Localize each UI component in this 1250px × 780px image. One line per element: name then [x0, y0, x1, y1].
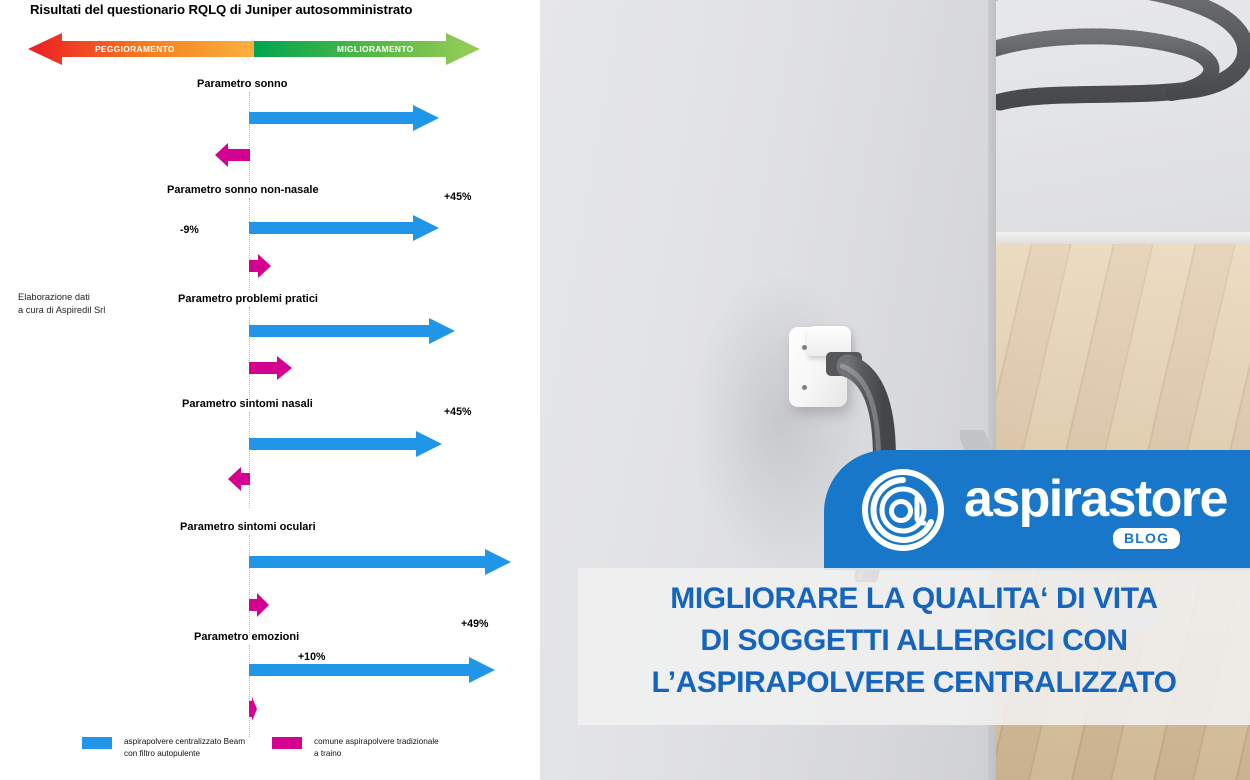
legend-item: aspirapolvere centralizzato Beam con fil… [82, 736, 245, 759]
zero-axis [249, 535, 250, 635]
param-label: Parametro sonno non-nasale [167, 184, 319, 196]
scale-label-better: MIGLIORAMENTO [337, 44, 414, 54]
param-label: Parametro sonno [197, 78, 288, 90]
zero-axis [249, 645, 250, 737]
bar-beam [249, 548, 511, 576]
bar-beam [249, 317, 455, 345]
wall-edge [988, 0, 996, 780]
inlet-cover-flap [807, 326, 851, 356]
credit-line-1: Elaborazione dati [18, 292, 90, 302]
bar-beam-value: +45% [444, 406, 472, 418]
bar-beam [249, 656, 495, 684]
bar-traditional [249, 355, 292, 381]
headline: MIGLIORARE LA QUALITA‘ DI VITA DI SOGGET… [578, 578, 1250, 704]
legend-label: comune aspirapolvere tradizionale a trai… [314, 737, 439, 758]
bar-traditional-value: -9% [180, 224, 199, 236]
bar-traditional [249, 253, 271, 279]
legend-swatch-beam [82, 737, 112, 749]
brand-blog-badge: BLOG [1113, 528, 1181, 549]
zero-axis [249, 92, 250, 182]
headline-line-2: DI SOGGETTI ALLERGICI CON [700, 624, 1128, 657]
bar-beam-value: +45% [444, 191, 472, 203]
bar-traditional [228, 466, 250, 492]
bar-traditional [249, 696, 257, 722]
at-circle-logo-icon [860, 467, 946, 553]
headline-line-3: L’ASPIRAPOLVERE CENTRALIZZATO [651, 666, 1177, 699]
bar-traditional [215, 142, 250, 168]
bar-beam [249, 430, 442, 458]
param-label: Parametro sintomi oculari [180, 521, 316, 533]
brand-name: aspirastore [964, 470, 1228, 528]
bar-beam-value: +49% [461, 618, 489, 630]
bar-traditional [249, 592, 269, 618]
inlet-screw-bottom [802, 385, 807, 390]
param-label: Parametro sintomi nasali [182, 398, 313, 410]
bar-beam [249, 214, 439, 242]
inlet-screw-top [802, 345, 807, 350]
bar-traditional-value: +10% [298, 651, 326, 663]
direction-scale-bar [28, 32, 480, 66]
legend-label: aspirapolvere centralizzato Beam con fil… [124, 737, 246, 758]
zero-axis [249, 198, 250, 290]
brand-panel: aspirastore BLOG [824, 450, 1250, 570]
param-label: Parametro problemi pratici [178, 293, 318, 305]
chart-title: Risultati del questionario RQLQ di Junip… [30, 2, 413, 17]
photo-panel: aspirastore BLOG MIGLIORARE LA QUALITA‘ … [540, 0, 1250, 780]
credit-line-2: a cura di Aspiredil Srl [18, 304, 106, 315]
zero-axis [249, 412, 250, 508]
baseboard [980, 232, 1250, 244]
chart-panel: Risultati del questionario RQLQ di Junip… [0, 0, 540, 780]
legend-swatch-traditional [272, 737, 302, 749]
bar-beam [249, 104, 439, 132]
legend-item: comune aspirapolvere tradizionale a trai… [272, 736, 439, 759]
data-credit: Elaborazione dati a cura di Aspiredil Sr… [18, 291, 105, 316]
headline-line-1: MIGLIORARE LA QUALITA‘ DI VITA [670, 582, 1158, 615]
scale-label-worse: PEGGIORAMENTO [95, 44, 175, 54]
param-label: Parametro emozioni [194, 631, 300, 643]
headline-backdrop [578, 568, 1250, 725]
zero-axis [249, 307, 250, 399]
coiled-hose-icon [975, 0, 1250, 190]
